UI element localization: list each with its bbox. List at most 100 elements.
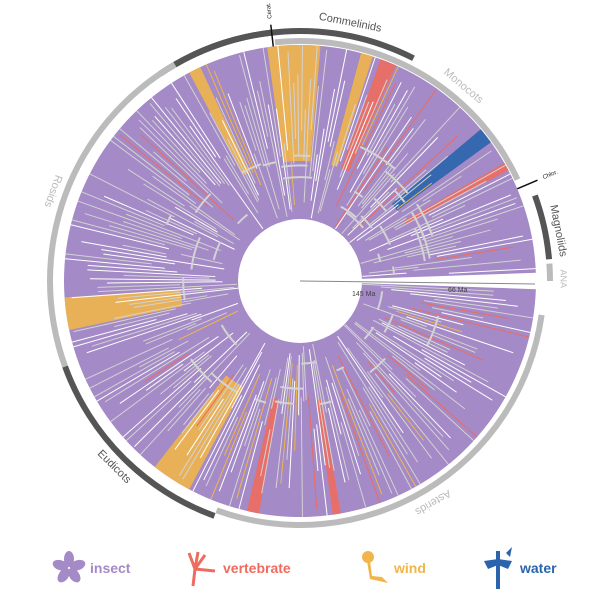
branch (364, 88, 438, 191)
branch (368, 361, 395, 394)
branch (244, 105, 265, 165)
branch (363, 303, 427, 328)
branch (168, 217, 235, 250)
branch (115, 287, 239, 303)
grass-flower-icon (362, 551, 388, 583)
branch (347, 347, 384, 398)
branch (196, 374, 234, 427)
branch (349, 90, 408, 193)
branch (70, 224, 169, 250)
branch (387, 202, 516, 250)
legend-label: water (520, 560, 557, 576)
branch (414, 362, 457, 393)
branch (114, 312, 170, 328)
branch (284, 72, 295, 206)
branch-arc (220, 324, 238, 346)
branch-arc (282, 176, 313, 180)
branch (393, 335, 472, 383)
branch (301, 352, 305, 402)
branch (301, 45, 303, 131)
branch (71, 287, 203, 299)
branch-arc (369, 357, 386, 374)
branch (339, 101, 370, 178)
branch (77, 200, 183, 240)
clade-label: Chlor. (542, 169, 559, 181)
branch (325, 356, 360, 457)
branch (406, 316, 514, 354)
branch (298, 355, 300, 416)
branch (368, 386, 419, 463)
clade-label: Cerat. (266, 2, 274, 19)
branch (327, 49, 348, 142)
branch (109, 225, 192, 251)
branch (267, 104, 286, 196)
branch (264, 377, 277, 426)
branch (152, 175, 236, 236)
branch (288, 380, 296, 489)
branch (310, 45, 318, 130)
branch (223, 158, 259, 214)
branch (436, 238, 533, 257)
branch (410, 194, 511, 237)
branch (431, 307, 484, 319)
branch (343, 324, 417, 398)
branch (89, 173, 175, 218)
branch (448, 268, 536, 274)
branch (85, 338, 173, 380)
branch (428, 173, 511, 216)
branch (153, 151, 187, 182)
branch (119, 128, 214, 208)
branch (396, 182, 433, 210)
branch (310, 154, 318, 201)
branch (151, 120, 201, 173)
branch (422, 175, 462, 202)
branch-arc (301, 361, 317, 365)
branch (392, 305, 464, 326)
branch (405, 377, 475, 442)
branch (97, 284, 181, 288)
branch (372, 319, 489, 383)
branch (145, 322, 197, 345)
branch (147, 198, 219, 238)
legend-label: vertebrate (223, 560, 291, 576)
branch (431, 177, 513, 218)
branch (347, 398, 380, 476)
pollination-sector (341, 59, 396, 172)
branch (224, 373, 261, 456)
clade-ring-magnoliids (532, 194, 553, 260)
branch (119, 134, 209, 208)
branch (316, 424, 328, 516)
branch (360, 236, 454, 264)
branch (388, 373, 451, 439)
branch (380, 286, 494, 296)
branch-arc (426, 315, 440, 346)
branch (186, 398, 224, 456)
branch (230, 381, 265, 473)
pollination-sector (189, 67, 250, 176)
branch (129, 296, 182, 305)
branch (362, 272, 407, 277)
branch (342, 368, 371, 427)
branch (315, 128, 325, 182)
branch (345, 324, 393, 370)
branch (279, 357, 289, 405)
branch (106, 281, 223, 284)
branch-arc (383, 314, 394, 333)
branch (259, 81, 288, 217)
branch-arc (384, 170, 409, 194)
branch (246, 97, 280, 210)
branch (308, 349, 326, 466)
branch (174, 389, 220, 450)
branch (87, 264, 178, 273)
branch (294, 364, 298, 451)
branch-arc (274, 400, 295, 405)
branch (370, 136, 439, 208)
branch (122, 367, 202, 438)
branch (260, 429, 271, 477)
branch (395, 155, 449, 201)
branch (244, 369, 271, 447)
branch (336, 101, 374, 190)
branch (401, 150, 492, 212)
branch (262, 47, 281, 157)
branch (104, 336, 210, 403)
